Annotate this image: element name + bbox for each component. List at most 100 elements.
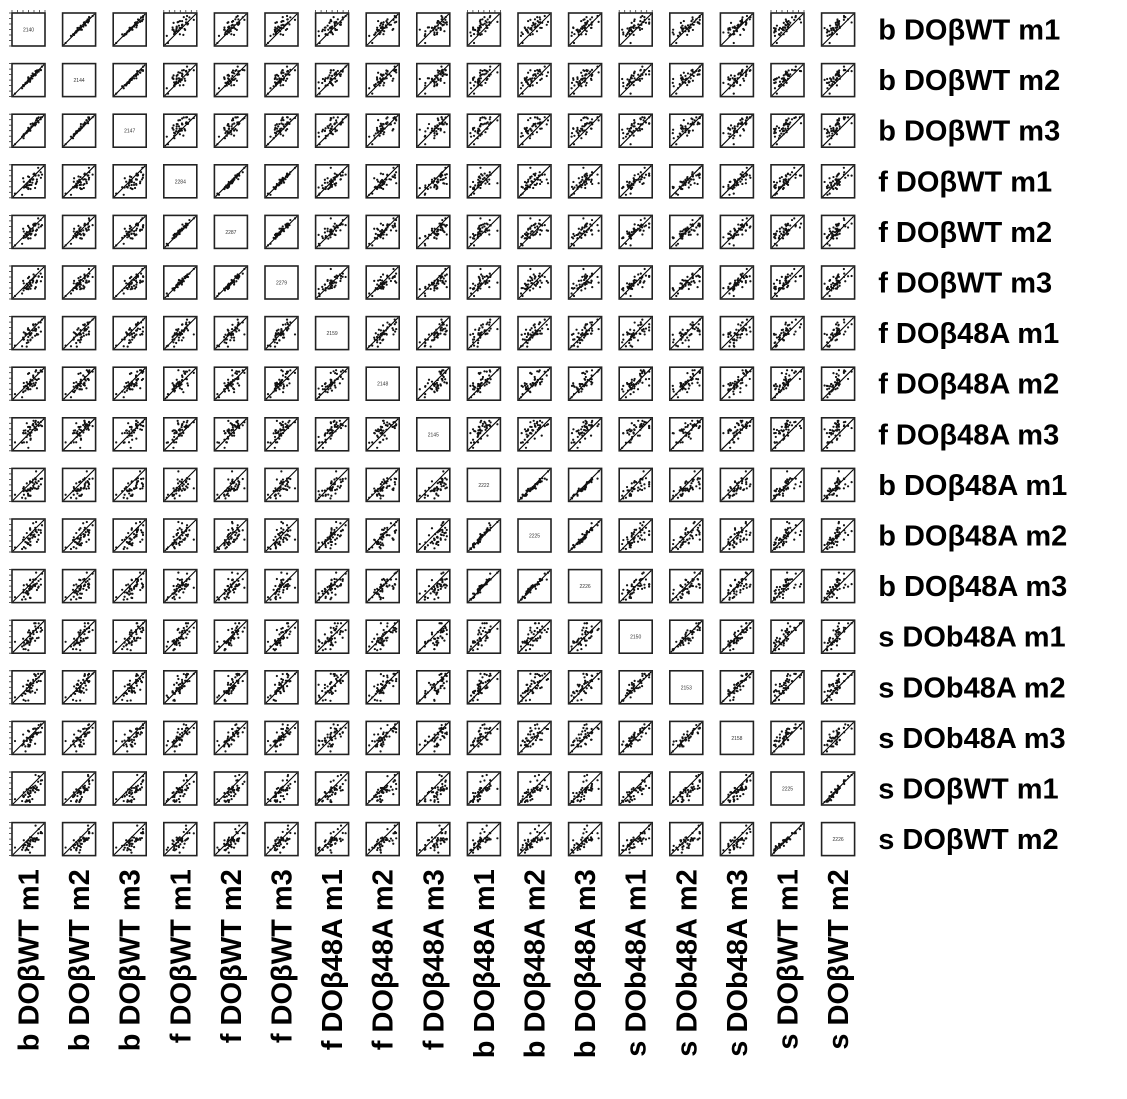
data-point bbox=[430, 332, 434, 335]
data-point bbox=[679, 287, 683, 290]
data-point bbox=[72, 134, 75, 137]
data-point bbox=[435, 84, 439, 87]
data-point bbox=[185, 321, 188, 324]
data-point bbox=[632, 284, 635, 287]
data-point bbox=[326, 83, 329, 87]
matrix-cell-4-13 bbox=[618, 164, 654, 199]
data-point bbox=[596, 14, 599, 18]
data-point bbox=[744, 178, 747, 181]
data-point bbox=[782, 29, 785, 32]
data-point bbox=[622, 289, 625, 292]
data-point bbox=[732, 137, 735, 140]
diagonal-value: 2279 bbox=[276, 281, 287, 287]
data-point bbox=[722, 132, 725, 135]
data-point bbox=[125, 230, 128, 233]
data-point bbox=[628, 283, 631, 286]
data-point bbox=[636, 178, 640, 181]
data-point bbox=[223, 76, 226, 79]
data-point bbox=[441, 227, 444, 230]
data-point bbox=[742, 79, 746, 82]
data-point bbox=[136, 70, 140, 73]
data-point bbox=[321, 285, 324, 288]
matrix-cell-4-4: 2284 bbox=[163, 164, 198, 199]
data-point bbox=[833, 182, 837, 185]
data-point bbox=[72, 331, 75, 334]
data-point bbox=[489, 224, 492, 227]
data-point bbox=[31, 336, 34, 339]
data-point bbox=[426, 237, 429, 240]
data-point bbox=[641, 182, 644, 186]
data-point bbox=[75, 285, 78, 288]
data-point bbox=[741, 286, 744, 289]
data-point bbox=[429, 30, 432, 33]
data-point bbox=[740, 18, 744, 21]
data-point bbox=[25, 341, 28, 345]
data-point bbox=[728, 242, 731, 245]
data-point bbox=[525, 29, 528, 32]
data-point bbox=[235, 28, 238, 32]
data-point bbox=[335, 276, 339, 280]
data-point bbox=[293, 18, 297, 21]
data-point bbox=[392, 166, 395, 169]
data-point bbox=[478, 119, 482, 122]
data-point bbox=[433, 289, 436, 292]
matrix-cell-5-3 bbox=[112, 214, 147, 250]
data-point bbox=[424, 341, 427, 345]
data-point bbox=[783, 26, 786, 29]
data-point bbox=[418, 187, 421, 190]
data-point bbox=[375, 28, 379, 31]
data-point bbox=[333, 172, 336, 175]
matrix-cell-2-16 bbox=[770, 62, 805, 98]
data-point bbox=[473, 76, 476, 79]
data-point bbox=[782, 33, 785, 36]
data-point bbox=[379, 334, 383, 337]
data-point bbox=[692, 279, 695, 283]
data-point bbox=[834, 234, 837, 237]
data-point bbox=[786, 284, 790, 287]
data-point bbox=[423, 193, 426, 196]
data-point bbox=[469, 242, 473, 245]
data-point bbox=[472, 32, 476, 36]
data-point bbox=[71, 186, 75, 189]
data-point bbox=[570, 135, 573, 138]
data-point bbox=[596, 116, 599, 119]
data-point bbox=[84, 329, 87, 332]
data-point bbox=[22, 331, 25, 334]
data-point bbox=[775, 244, 778, 247]
data-point bbox=[481, 69, 484, 73]
data-point bbox=[236, 273, 239, 276]
data-point bbox=[572, 92, 576, 95]
data-point bbox=[628, 231, 631, 234]
data-point bbox=[181, 117, 184, 120]
data-point bbox=[280, 178, 283, 181]
data-point bbox=[525, 231, 528, 234]
data-point bbox=[436, 287, 439, 290]
data-point bbox=[826, 34, 829, 37]
data-point bbox=[29, 77, 32, 80]
data-point bbox=[686, 275, 689, 278]
data-point bbox=[823, 180, 826, 184]
data-point bbox=[77, 339, 80, 342]
data-point bbox=[580, 180, 583, 183]
data-point bbox=[744, 74, 747, 78]
data-point bbox=[732, 192, 735, 195]
data-point bbox=[282, 336, 286, 339]
matrix-cell-1-5 bbox=[213, 12, 249, 47]
data-point bbox=[230, 331, 233, 334]
data-point bbox=[471, 282, 475, 285]
data-point bbox=[496, 281, 499, 284]
data-point bbox=[676, 242, 680, 245]
data-point bbox=[173, 33, 176, 36]
data-point bbox=[423, 242, 426, 245]
data-point bbox=[474, 184, 477, 187]
data-point bbox=[79, 278, 82, 282]
matrix-cell-5-1 bbox=[11, 214, 46, 250]
data-point bbox=[381, 284, 384, 287]
data-point bbox=[834, 74, 837, 77]
data-point bbox=[479, 116, 482, 120]
matrix-cell-4-10 bbox=[466, 164, 502, 199]
data-point bbox=[334, 128, 337, 131]
data-point bbox=[368, 87, 371, 90]
data-point bbox=[236, 122, 239, 126]
data-point bbox=[141, 166, 144, 169]
